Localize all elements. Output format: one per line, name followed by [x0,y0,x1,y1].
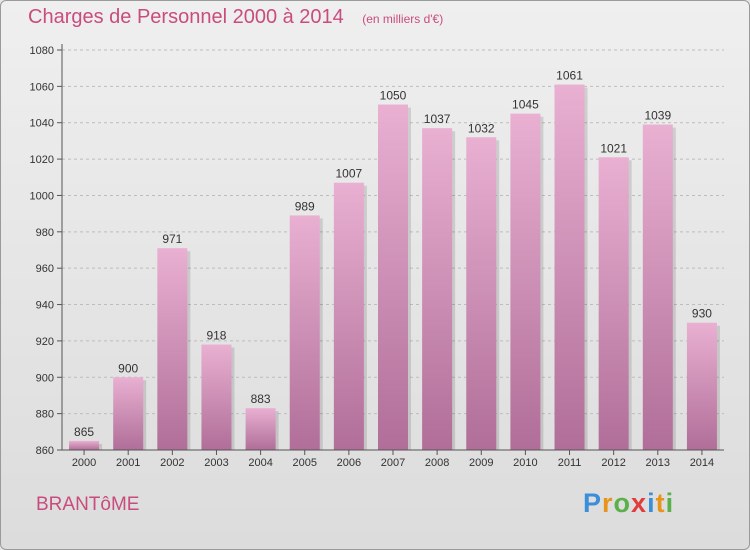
bar-value-label: 989 [295,199,315,213]
bar [598,157,629,451]
x-tick-label: 2011 [558,457,582,469]
bar-value-label: 1021 [600,141,627,155]
x-tick-label: 2008 [425,457,449,469]
x-tick-label: 2012 [601,457,625,469]
y-tick-label: 980 [36,227,54,239]
bar [69,440,100,450]
bar-value-label: 1032 [468,121,495,135]
axes [57,44,724,455]
logo-letter: o [613,488,632,518]
y-tick-label: 1000 [30,190,54,202]
bar [333,182,364,450]
y-tick-label: 880 [36,409,54,421]
bar-value-label: 1050 [380,89,407,103]
x-tick-label: 2007 [381,457,405,469]
bar-value-label: 1039 [644,109,671,123]
x-tick-label: 2001 [116,457,140,469]
logo-letter: P [583,488,603,518]
logo-letter: t [655,488,666,518]
x-tick-label: 2013 [646,457,670,469]
chart-title: Charges de Personnel 2000 à 2014 [28,6,344,28]
logo-letter: i [665,488,675,518]
bar-value-label: 918 [206,329,226,343]
bar [157,248,188,450]
bar-value-label: 1061 [556,69,583,83]
bar [377,104,409,450]
labels: 860 880 900 920 940 960 980 1000 1020 1040 1060 108… [30,45,715,469]
bar [289,215,320,450]
bar-value-label: 1007 [336,167,363,181]
place-name: BRANTôME [36,494,140,515]
y-tick-label: 1060 [30,81,54,93]
bar-value-label: 900 [118,361,138,375]
logo-letter: x [631,488,648,518]
bar [113,377,144,450]
x-tick-label: 2006 [337,457,361,469]
y-tick-label: 1040 [30,118,54,130]
bar-value-label: 865 [74,425,94,439]
bar [686,322,717,450]
bar [422,128,453,450]
y-tick-label: 1080 [30,45,54,57]
x-tick-label: 2004 [248,457,272,469]
y-tick-label: 940 [36,300,54,312]
x-tick-label: 2003 [204,457,228,469]
bar-value-label: 1037 [424,112,451,126]
bar [201,344,232,450]
bars [69,84,720,451]
logo-letter: r [602,488,614,518]
bar [466,137,497,451]
x-tick-label: 2009 [469,457,493,469]
proxiti-logo: Proxiti [583,488,674,519]
x-tick-label: 2002 [160,457,184,469]
y-tick-label: 900 [36,372,54,384]
x-tick-label: 2005 [292,457,316,469]
x-tick-label: 2010 [513,457,537,469]
chart-header: Charges de Personnel 2000 à 2014 (en mil… [28,6,443,29]
bar [642,124,673,450]
bar [510,113,541,451]
x-tick-label: 2014 [690,457,714,469]
bar-value-label: 971 [162,232,182,246]
bar [245,408,276,450]
y-tick-label: 860 [36,445,54,457]
x-tick-label: 2000 [72,457,96,469]
bar-value-label: 1045 [512,98,539,112]
bar-value-label: 930 [692,307,712,321]
bar-value-label: 883 [251,392,271,406]
logo-letter: i [647,488,656,518]
bar [554,84,585,450]
y-tick-label: 1020 [30,154,54,166]
y-tick-label: 920 [36,336,54,348]
y-tick-label: 960 [36,263,54,275]
chart-subtitle: (en milliers d'€) [362,12,444,26]
